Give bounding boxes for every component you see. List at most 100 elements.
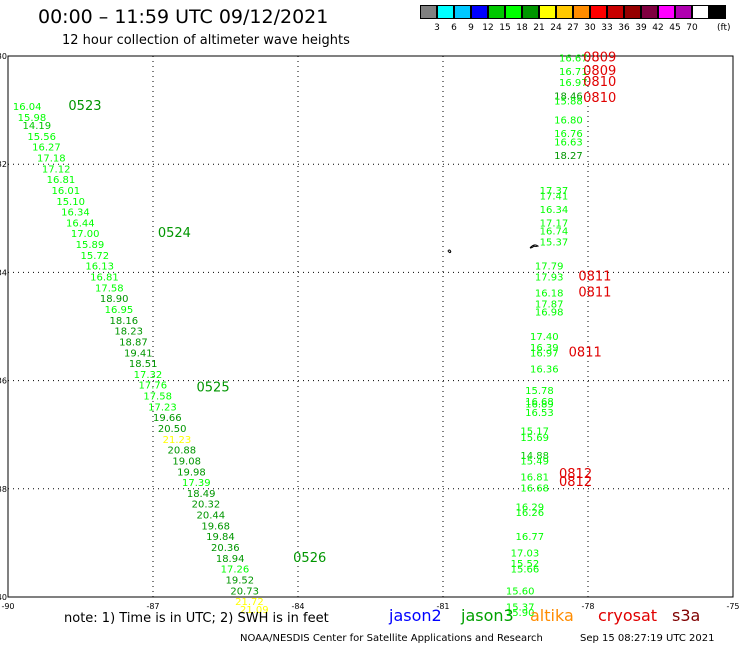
wave-height-label: 18.90: [100, 294, 129, 305]
wave-height-label: 18.23: [114, 327, 143, 338]
wave-height-label: 16.68: [520, 484, 549, 495]
wave-height-label: 16.74: [540, 227, 569, 238]
legend-swatch: [437, 5, 454, 19]
wave-height-label: 16.26: [516, 508, 545, 519]
pass-time-label: 0524: [158, 226, 191, 241]
legend-tick-label: 12: [482, 23, 494, 33]
wave-height-label: 17.93: [535, 273, 564, 284]
wave-height-label: 16.77: [516, 532, 545, 543]
legend-tick-label: 18: [516, 23, 528, 33]
wave-height-label: 16.63: [554, 137, 583, 148]
wave-height-label: 15.78: [525, 386, 554, 397]
wave-height-label: 15.90: [506, 608, 535, 619]
legend-swatch: [488, 5, 505, 19]
wave-height-label: 17.37: [540, 186, 569, 197]
x-tick-label: -78: [581, 602, 594, 611]
pass-time-label: 0811: [578, 270, 611, 285]
pass-time-label: 0811: [578, 286, 611, 301]
wave-height-label: 17.79: [535, 262, 564, 273]
pass-time-label: 0525: [197, 380, 230, 395]
wave-height-label: 17.58: [95, 283, 124, 294]
wave-height-label: 16.53: [525, 408, 554, 419]
wave-height-label: 15.17: [520, 427, 549, 438]
footer-timestamp: Sep 15 08:27:19 UTC 2021: [580, 633, 715, 644]
satellite-legend-item: cryosat: [598, 606, 658, 625]
legend-tick-label: 42: [652, 23, 664, 33]
plot-frame: [7, 55, 734, 598]
wave-height-label: 16.97: [559, 78, 588, 89]
wave-height-label: 19.08: [172, 456, 201, 467]
legend-tick-label: 39: [635, 23, 647, 33]
legend-swatch: [675, 5, 692, 19]
satellite-legend-item: altika: [530, 606, 574, 625]
y-tick-label: -36: [0, 377, 7, 386]
wave-height-label: 20.32: [192, 500, 221, 511]
x-tick-label: -84: [291, 602, 304, 611]
legend-tick-label: 9: [468, 23, 474, 33]
wave-height-label: 16.29: [516, 502, 545, 513]
legend-tick-label: 33: [601, 23, 613, 33]
island-outline: [447, 249, 452, 254]
wave-height-label: 17.40: [530, 332, 559, 343]
footer-note: note: 1) Time is in UTC; 2) SWH is in fe…: [64, 611, 329, 626]
pass-time-label: 0811: [569, 345, 602, 360]
wave-height-label: 16.34: [540, 205, 569, 216]
wave-height-label: 17.18: [37, 153, 66, 164]
wave-height-label: 19.66: [153, 413, 182, 424]
wave-height-label: 18.51: [129, 359, 158, 370]
wave-height-label: 20.36: [211, 543, 240, 554]
pass-time-label: 0523: [68, 99, 101, 114]
legend-swatch: [641, 5, 658, 19]
wave-height-label: 21.72: [235, 597, 264, 608]
wave-height-label: 15.37: [540, 237, 569, 248]
legend-swatch: [590, 5, 607, 19]
legend-tick-label: 27: [567, 23, 579, 33]
wave-height-label: 14.19: [23, 121, 52, 132]
legend-swatch: [692, 5, 709, 19]
wave-height-label: 16.39: [530, 343, 559, 354]
wave-height-label: 16.34: [61, 208, 90, 219]
legend-swatch: [556, 5, 573, 19]
wave-height-label: 17.26: [221, 565, 250, 576]
x-tick-label: -81: [436, 602, 449, 611]
wave-height-label: 16.80: [554, 116, 583, 127]
wave-height-label: 17.00: [71, 229, 100, 240]
chart-subtitle: 12 hour collection of altimeter wave hei…: [62, 33, 350, 48]
wave-height-label: 17.76: [139, 381, 168, 392]
wave-height-label: 18.27: [554, 151, 583, 162]
pass-time-label: 0812: [559, 467, 592, 482]
legend-swatch: [658, 5, 675, 19]
wave-height-label: 18.16: [110, 316, 139, 327]
wave-height-label: 17.58: [143, 392, 172, 403]
y-tick-label: -32: [0, 160, 7, 169]
x-tick-label: -87: [146, 602, 159, 611]
legend-unit-label: (ft): [717, 23, 731, 33]
wave-height-label: 18.87: [119, 337, 148, 348]
wave-height-label: 16.18: [535, 289, 564, 300]
legend-tick-label: 21: [533, 23, 545, 33]
wave-height-label: 16.13: [85, 262, 114, 273]
pass-time-label: 0809: [583, 64, 616, 79]
pass-time-label: 0812: [559, 475, 592, 490]
wave-height-label: 18.49: [187, 489, 216, 500]
legend-tick-label: 30: [584, 23, 596, 33]
wave-height-label: 15.56: [27, 132, 56, 143]
wave-height-label: 17.17: [540, 218, 569, 229]
wave-height-label: 20.44: [197, 511, 226, 522]
wave-height-label: 15.66: [511, 565, 540, 576]
wave-height-label: 16.95: [105, 305, 134, 316]
wave-height-label: 19.68: [201, 521, 230, 532]
wave-height-label: 15.10: [56, 197, 85, 208]
wave-height-label: 16.67: [559, 53, 588, 64]
pass-time-label: 0809: [583, 50, 616, 65]
wave-height-label: 16.44: [66, 218, 95, 229]
legend-swatch: [454, 5, 471, 19]
wave-height-label: 16.04: [13, 102, 42, 113]
legend-swatch: [539, 5, 556, 19]
legend-tick-label: 24: [550, 23, 562, 33]
wave-height-label: 19.52: [226, 575, 255, 586]
wave-height-label: 15.69: [520, 433, 549, 444]
x-tick-label: -75: [726, 602, 739, 611]
y-tick-label: -30: [0, 52, 7, 61]
